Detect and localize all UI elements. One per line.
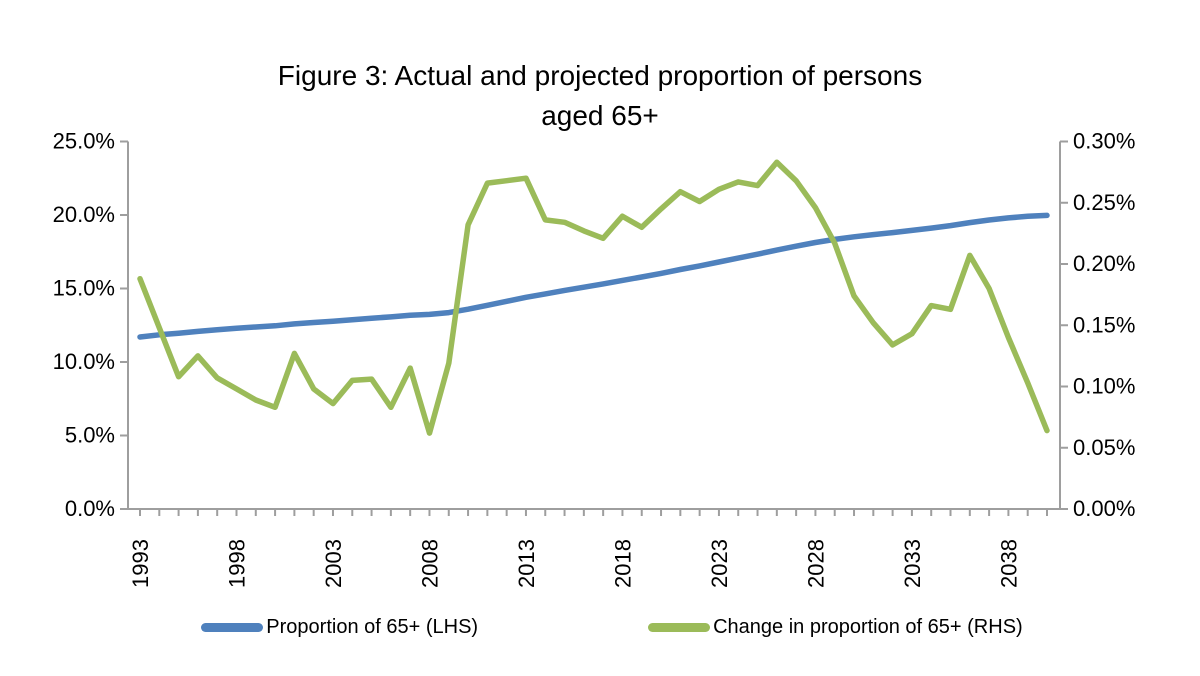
x-axis-tick-label: 2023 [707,539,732,588]
x-axis-tick-label: 2003 [321,539,346,588]
x-axis-tick-label: 2018 [610,539,635,588]
figure-title-line2: aged 65+ [541,100,659,131]
y-axis-left-tick-label: 15.0% [53,276,115,301]
x-axis-tick-label: 2033 [900,539,925,588]
y-axis-right-tick-label: 0.20% [1073,251,1135,276]
legend-label-lhs: Proportion of 65+ (LHS) [266,616,479,638]
y-axis-right-tick-label: 0.05% [1073,435,1135,460]
figure-title: Figure 3: Actual and projected proportio… [0,56,1200,136]
y-axis-left-tick-label: 25.0% [53,129,115,154]
legend: Proportion of 65+ (LHS) Change in propor… [0,616,1200,639]
x-axis-tick-label: 2038 [996,539,1021,588]
y-axis-right-tick-label: 0.10% [1073,374,1135,399]
legend-item-lhs: Proportion of 65+ (LHS) [201,616,478,639]
x-axis-tick-label: 2008 [417,539,442,588]
y-axis-right-tick-label: 0.00% [1073,496,1135,521]
y-axis-left-tick-label: 20.0% [53,202,115,227]
legend-swatch-lhs [201,623,264,632]
x-axis-tick-label: 1993 [128,539,153,588]
y-axis-right-tick-label: 0.25% [1073,190,1135,215]
lhs-series-line [137,212,1050,340]
x-axis-tick-label: 1998 [224,539,249,588]
y-axis-right-tick-label: 0.15% [1073,312,1135,337]
y-axis-left-tick-label: 0.0% [65,496,115,521]
y-axis-left-tick-label: 5.0% [65,423,115,448]
y-axis-right: 0.00% 0.05% 0.10% 0.15% 0.20% 0.25% 0.30% [1060,129,1135,521]
x-axis: 1993 1998 2003 2008 2013 2018 2023 2028 2033 2038 [128,509,1048,588]
y-axis-right-tick-label: 0.30% [1073,129,1135,154]
x-axis-tick-label: 2028 [803,539,828,588]
figure-title-line1: Figure 3: Actual and projected proportio… [277,60,923,91]
legend-label-rhs: Change in proportion of 65+ (RHS) [713,616,1023,638]
legend-item-rhs: Change in proportion of 65+ (RHS) [648,616,1023,639]
rhs-series-line [137,159,1050,436]
x-axis-tick-label: 2013 [514,539,539,588]
legend-swatch-rhs [648,623,711,632]
y-axis-left: 0.0% 5.0% 10.0% 15.0% 20.0% 25.0% [53,129,128,521]
y-axis-left-tick-label: 10.0% [53,349,115,374]
